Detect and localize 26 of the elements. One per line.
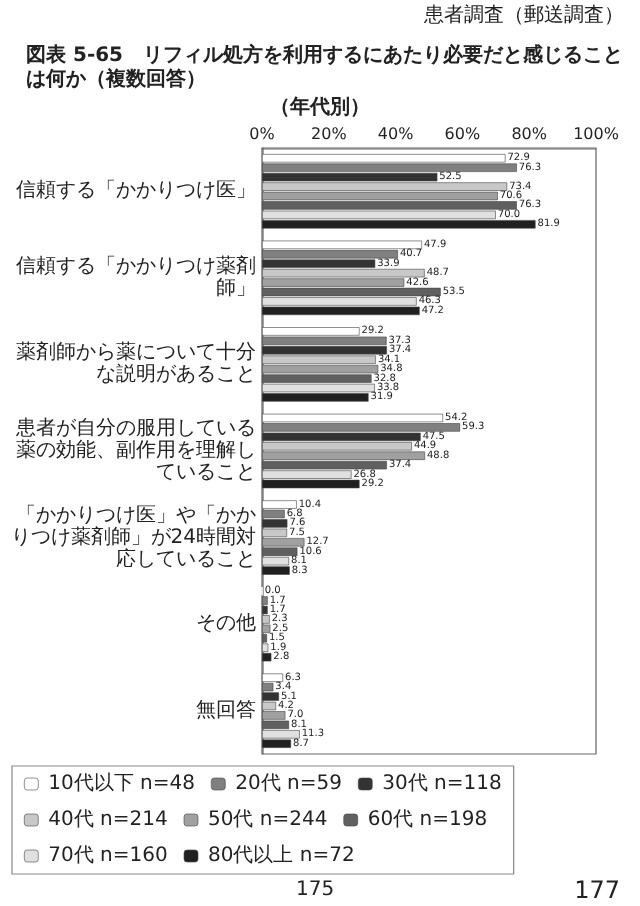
text: 177: [574, 876, 620, 904]
y-tick-label: 薬剤師から薬について十分な説明があること: [16, 340, 256, 387]
legend-label: 50代 n=244: [208, 809, 328, 831]
legend-label: 20代 n=59: [235, 773, 343, 795]
y-tick-label: 「かかりつけ医」や「かかりつけ薬剤師」が24時間対応していること: [10, 502, 256, 571]
x-tick-label: 100%: [573, 125, 620, 143]
y-tick-label: 信頼する「かかりつけ医」: [16, 178, 256, 203]
x-tick-label: 20%: [311, 125, 348, 143]
y-tick-label: 患者が自分の服用している薬の効能、副作用を理解していること: [14, 416, 256, 484]
legend-label: 30代 n=118: [382, 773, 502, 795]
x-tick-label: 60%: [444, 125, 481, 143]
chart-subtitle: （年代別）: [270, 95, 370, 119]
x-tick-label: 80%: [511, 125, 548, 143]
legend-label: 60代 n=198: [367, 809, 488, 831]
y-tick-label: その他: [196, 611, 256, 636]
legend-label: 80代以上 n=72: [208, 843, 355, 867]
x-tick-label: 0%: [249, 125, 276, 143]
legend-label: 40代 n=214: [48, 809, 168, 831]
legend-label: 10代以下 n=48: [48, 771, 196, 795]
text: 患者調査（郵送調査）: [422, 3, 624, 27]
chart-title: 図表 5-65 リフィル処方を利用するにあたり必要だと感じることは何か（複数回答）: [26, 43, 624, 91]
legend-label: 70代 n=160: [48, 845, 168, 867]
y-tick-label: 信頼する「かかりつけ薬剤師」: [16, 253, 256, 300]
x-tick-label: 40%: [377, 125, 415, 143]
text: 175: [296, 879, 335, 901]
y-tick-label: 無回答: [196, 697, 256, 722]
